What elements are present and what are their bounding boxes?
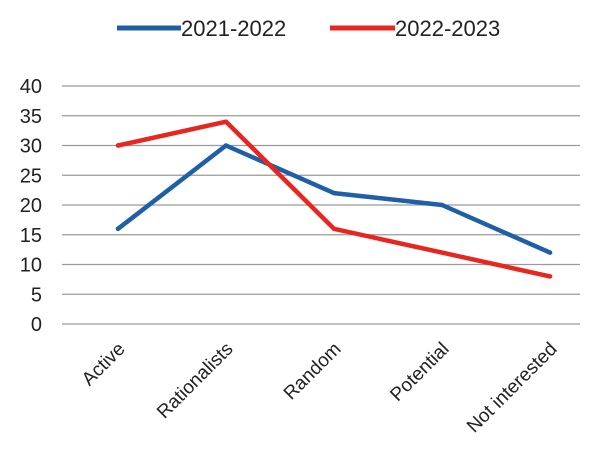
y-tick-label: 5	[31, 284, 42, 306]
data-point	[223, 119, 229, 124]
y-axis-ticks: 0 5 10 15 20 25 30 35 40	[20, 76, 42, 336]
y-tick-label: 30	[20, 136, 42, 158]
legend-label: 2022-2023	[395, 16, 500, 41]
y-tick-label: 35	[20, 106, 42, 128]
gridlines	[62, 85, 580, 325]
data-point	[331, 190, 337, 196]
legend-label: 2021-2022	[181, 16, 286, 41]
y-tick-label: 10	[20, 255, 42, 277]
x-axis-labels: Active Rationalists Random Potential Not int…	[78, 339, 561, 437]
data-point	[331, 226, 337, 231]
x-tick-label: Not interested	[463, 339, 561, 437]
data-point	[547, 250, 553, 255]
data-point	[547, 274, 553, 279]
data-point	[439, 250, 445, 255]
series-lines	[115, 119, 553, 279]
y-tick-label: 15	[20, 225, 42, 247]
y-tick-label: 20	[20, 195, 42, 217]
y-tick-label: 0	[31, 314, 42, 336]
y-tick-label: 25	[20, 165, 42, 187]
data-point	[115, 226, 121, 231]
y-tick-label: 40	[20, 76, 42, 98]
x-tick-label: Random	[280, 339, 346, 405]
x-tick-label: Potential	[386, 339, 453, 406]
legend: 2021-2022 2022-2023	[117, 16, 500, 41]
data-point	[439, 202, 445, 208]
series-line-1	[115, 143, 553, 255]
x-tick-label: Rationalists	[153, 339, 237, 423]
data-point	[115, 143, 121, 148]
x-tick-label: Active	[78, 339, 129, 390]
data-point	[223, 143, 229, 148]
